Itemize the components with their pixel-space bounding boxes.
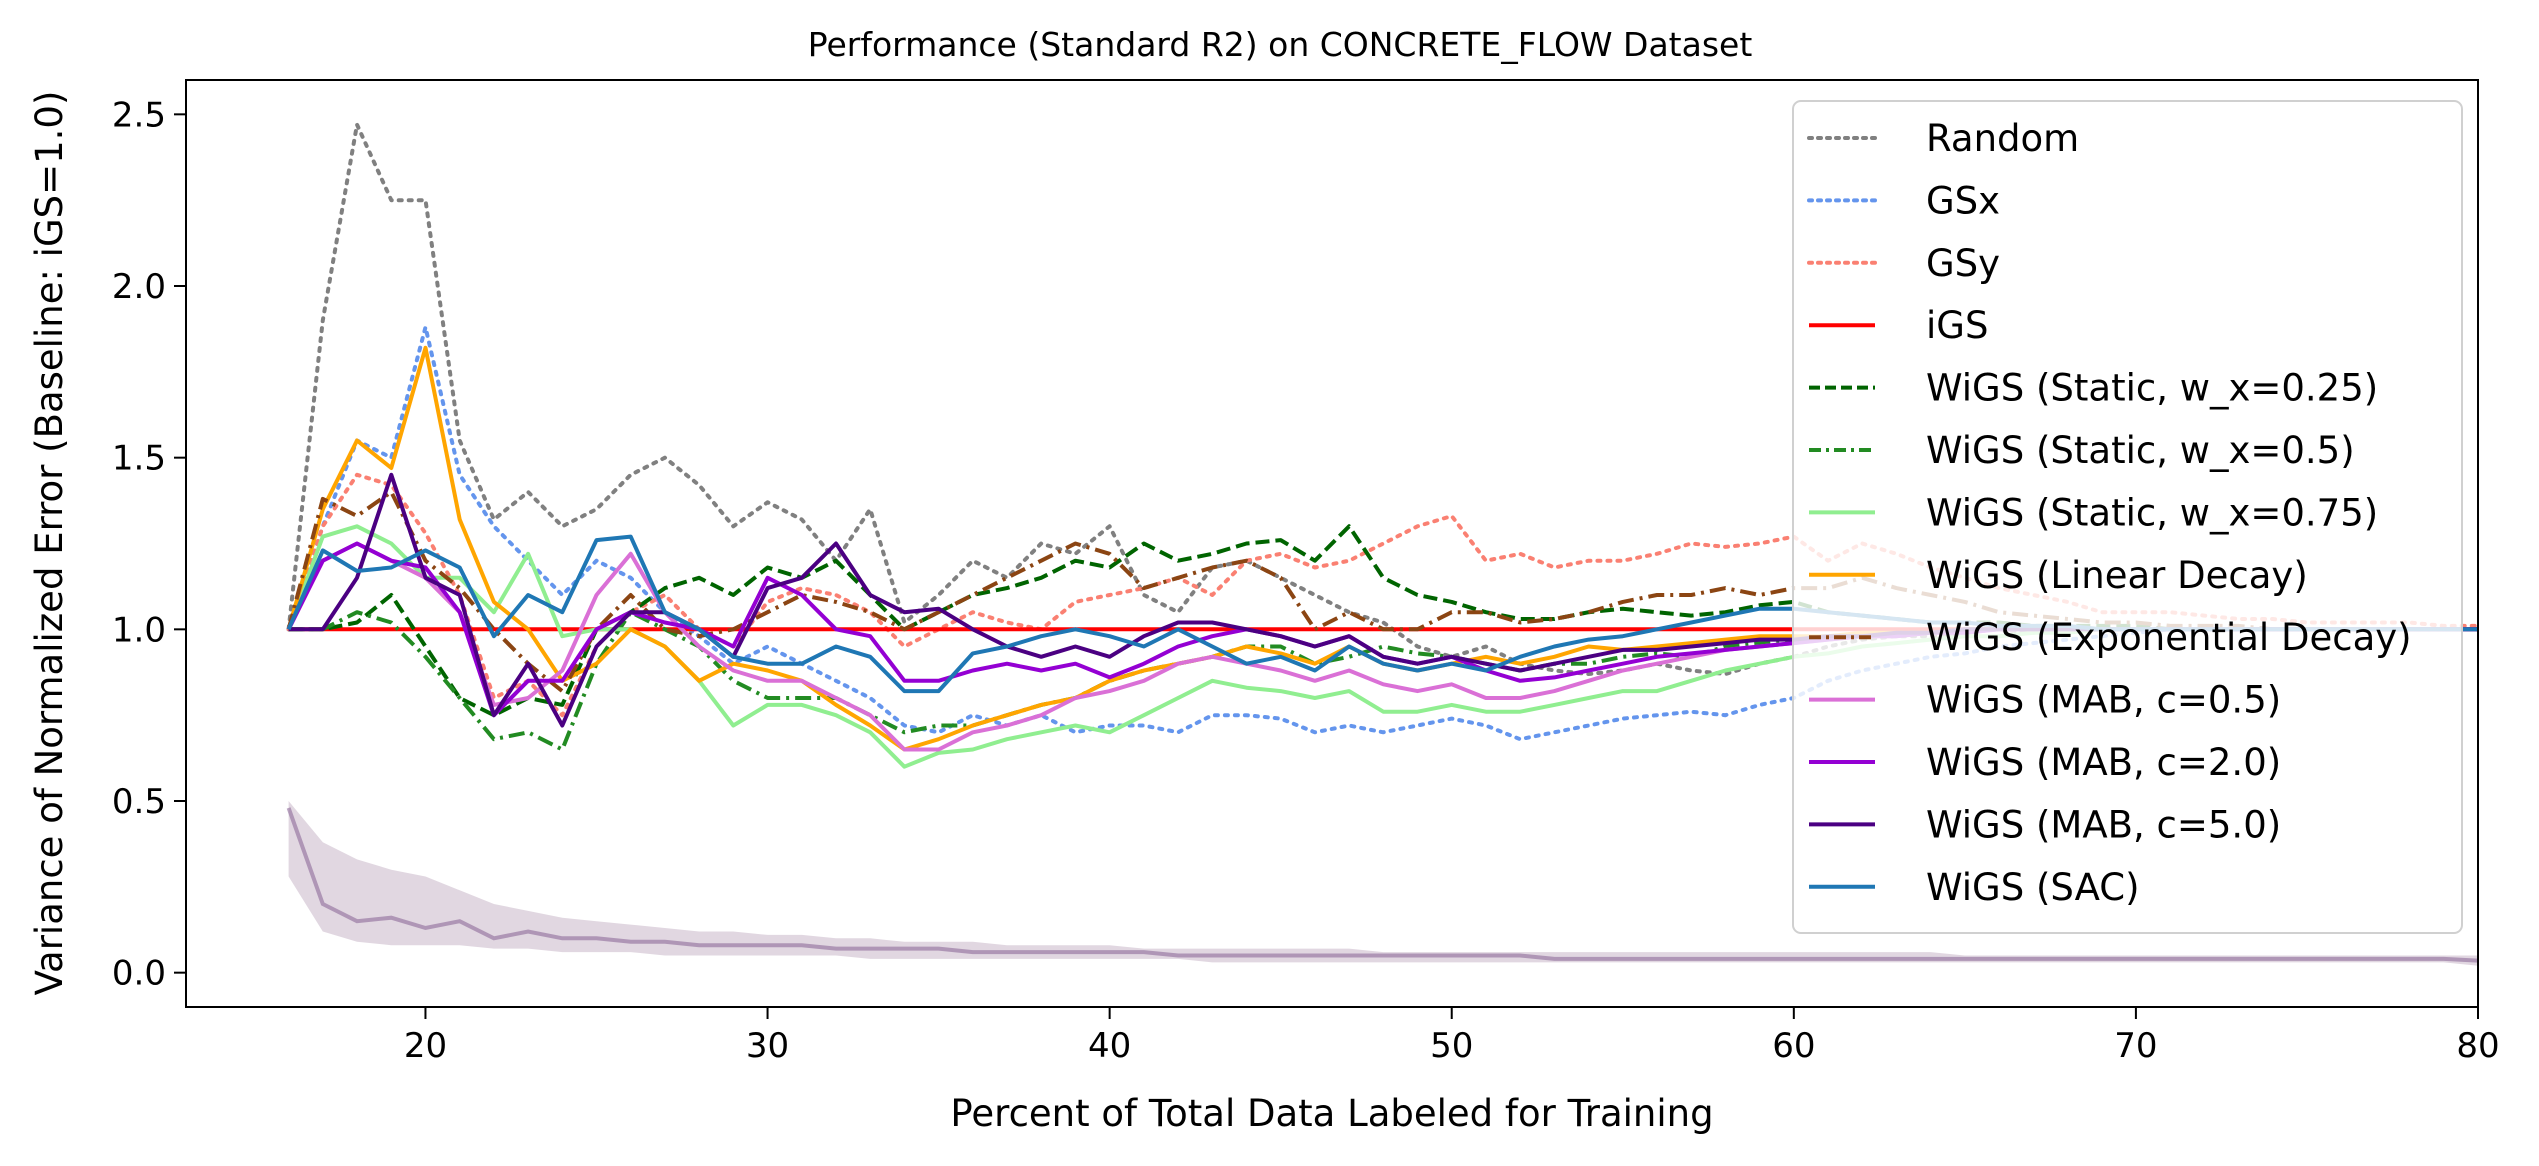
x-tick-label-1: 30 (746, 1026, 789, 1066)
legend-label-9: WiGS (MAB, c=0.5) (1926, 679, 2281, 722)
legend-label-12: WiGS (SAC) (1926, 866, 2140, 909)
x-tick-label-4: 60 (1772, 1026, 1815, 1066)
x-tick-label-0: 20 (404, 1026, 447, 1066)
legend-label-0: Random (1926, 117, 2079, 160)
variance-bands (286, 801, 2479, 966)
y-tick-label-2: 1.0 (112, 610, 166, 650)
y-axis-ticks: 0.0 0.5 1.0 1.5 2.0 2.5 (112, 95, 186, 994)
plot-frame (185, 79, 2479, 1008)
x-tick-label-3: 50 (1430, 1026, 1473, 1066)
y-tick-label-5: 2.5 (112, 95, 166, 135)
x-axis-ticks: 20 30 40 50 60 70 80 (404, 1007, 2500, 1066)
legend-label-2: GSy (1926, 242, 2000, 285)
x-tick-label-6: 80 (2456, 1026, 2499, 1066)
legend-label-8: WiGS (Exponential Decay) (1926, 616, 2412, 659)
legend-label-7: WiGS (Linear Decay) (1926, 554, 2308, 597)
y-tick-label-3: 1.5 (112, 439, 166, 479)
legend-label-11: WiGS (MAB, c=5.0) (1926, 803, 2281, 846)
y-tick-label-4: 2.0 (112, 267, 166, 307)
legend-label-10: WiGS (MAB, c=2.0) (1926, 741, 2281, 784)
legend-label-4: WiGS (Static, w_x=0.25) (1926, 367, 2378, 410)
y-axis-label: Variance of Normalized Error (Baseline: … (28, 91, 71, 996)
x-tick-label-2: 40 (1088, 1026, 1131, 1066)
x-tick-label-5: 70 (2114, 1026, 2157, 1066)
y-tick-label-0: 0.0 (112, 954, 166, 994)
chart-title: Performance (Standard R2) on CONCRETE_FL… (808, 25, 1753, 64)
variance-band-mean (286, 807, 2479, 963)
legend-label-1: GSx (1926, 179, 2000, 222)
y-tick-label-1: 0.5 (112, 782, 166, 822)
x-axis-label: Percent of Total Data Labeled for Traini… (950, 1092, 1713, 1135)
legend-box (1792, 100, 2463, 934)
legend: Random GSx GSy iGS WiGS (Static, w_x=0.25) Wi… (1792, 100, 2463, 934)
legend-label-6: WiGS (Static, w_x=0.75) (1926, 491, 2378, 534)
legend-label-5: WiGS (Static, w_x=0.5) (1926, 429, 2355, 472)
legend-label-3: iGS (1926, 304, 1988, 347)
